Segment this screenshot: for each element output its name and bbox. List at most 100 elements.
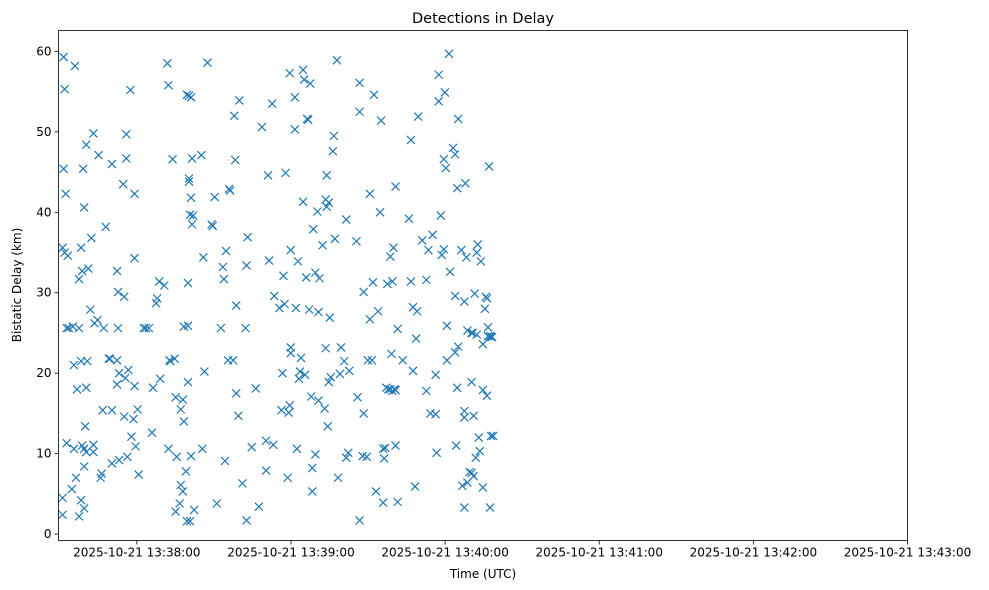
data-point <box>134 470 144 479</box>
x-tick-label: 2025-10-21 13:38:00 <box>73 546 200 560</box>
data-point <box>85 305 95 315</box>
data-point <box>487 332 497 342</box>
data-point <box>293 256 303 266</box>
x-axis-ticks: 2025-10-21 13:38:00 2025-10-21 13:39:00 20… <box>73 540 971 560</box>
data-point <box>254 502 264 512</box>
data-point <box>283 473 293 483</box>
data-point <box>291 303 301 313</box>
x-tick-label: 2025-10-21 13:42:00 <box>690 546 817 560</box>
data-point <box>296 353 306 363</box>
data-point <box>321 343 331 353</box>
data-point <box>251 384 261 393</box>
data-point <box>183 321 193 331</box>
data-point <box>118 179 128 189</box>
data-point <box>393 324 403 334</box>
data-point <box>486 431 496 441</box>
data-point <box>480 304 490 314</box>
data-point <box>105 354 115 364</box>
data-point <box>329 131 339 141</box>
data-point <box>303 115 313 125</box>
data-point <box>61 189 71 199</box>
data-point <box>488 431 498 441</box>
data-point <box>188 211 198 220</box>
data-point <box>353 392 362 402</box>
data-point <box>175 499 185 508</box>
data-point <box>159 281 169 290</box>
data-point <box>216 323 226 333</box>
data-point <box>231 301 241 311</box>
data-point <box>242 260 251 270</box>
data-point <box>431 370 441 380</box>
data-point <box>448 143 458 153</box>
data-point <box>230 155 240 165</box>
data-point <box>114 455 124 465</box>
data-point <box>355 515 364 525</box>
data-point <box>324 198 334 208</box>
data-point <box>322 170 332 180</box>
data-point <box>325 313 335 323</box>
data-point <box>181 466 191 476</box>
data-point <box>456 245 466 255</box>
chart-title: Detections in Delay <box>412 11 554 27</box>
y-tick-label: 40 <box>36 205 51 219</box>
data-point <box>219 274 229 284</box>
data-point <box>314 307 323 317</box>
data-point <box>344 366 354 376</box>
data-point <box>121 129 131 139</box>
data-point <box>478 385 488 395</box>
x-tick-label: 2025-10-21 13:39:00 <box>227 546 354 560</box>
data-point <box>280 299 289 309</box>
data-point <box>363 355 373 365</box>
data-point <box>411 334 421 344</box>
data-point <box>355 107 364 117</box>
data-point <box>476 256 486 266</box>
data-point <box>267 99 277 109</box>
data-point <box>187 219 197 229</box>
data-point <box>113 287 123 297</box>
data-point <box>482 293 492 303</box>
y-tick-label: 50 <box>36 125 51 139</box>
data-point <box>473 240 483 249</box>
data-point <box>373 306 383 316</box>
data-point <box>462 252 471 262</box>
data-point <box>301 273 311 282</box>
data-point <box>375 207 385 217</box>
data-point <box>428 230 437 240</box>
data-point <box>286 245 296 255</box>
data-point <box>243 232 252 242</box>
data-point <box>300 370 310 380</box>
data-point <box>459 406 469 416</box>
data-point <box>380 443 390 453</box>
data-point <box>112 355 122 365</box>
data-point <box>261 466 271 475</box>
data-point <box>305 79 315 89</box>
data-point <box>97 469 107 479</box>
data-point <box>279 271 288 281</box>
data-point <box>114 368 124 378</box>
data-point <box>467 328 476 338</box>
data-point <box>74 511 84 521</box>
data-point <box>130 253 139 263</box>
data-point <box>229 111 239 121</box>
data-point <box>89 440 98 450</box>
data-point <box>341 453 351 463</box>
data-point <box>189 505 199 515</box>
data-point <box>457 481 467 491</box>
data-point <box>355 78 364 88</box>
data-point <box>79 203 89 212</box>
data-point <box>413 112 423 121</box>
data-point <box>292 444 302 454</box>
data-point <box>178 395 188 405</box>
data-point <box>277 405 286 415</box>
data-point <box>408 366 418 376</box>
data-point <box>80 421 90 431</box>
data-point <box>197 444 207 454</box>
data-point <box>203 58 212 68</box>
data-point <box>278 368 287 378</box>
data-point <box>119 412 129 422</box>
data-point <box>170 354 180 364</box>
data-point <box>81 140 91 150</box>
data-point <box>172 452 182 462</box>
data-point <box>148 383 158 393</box>
